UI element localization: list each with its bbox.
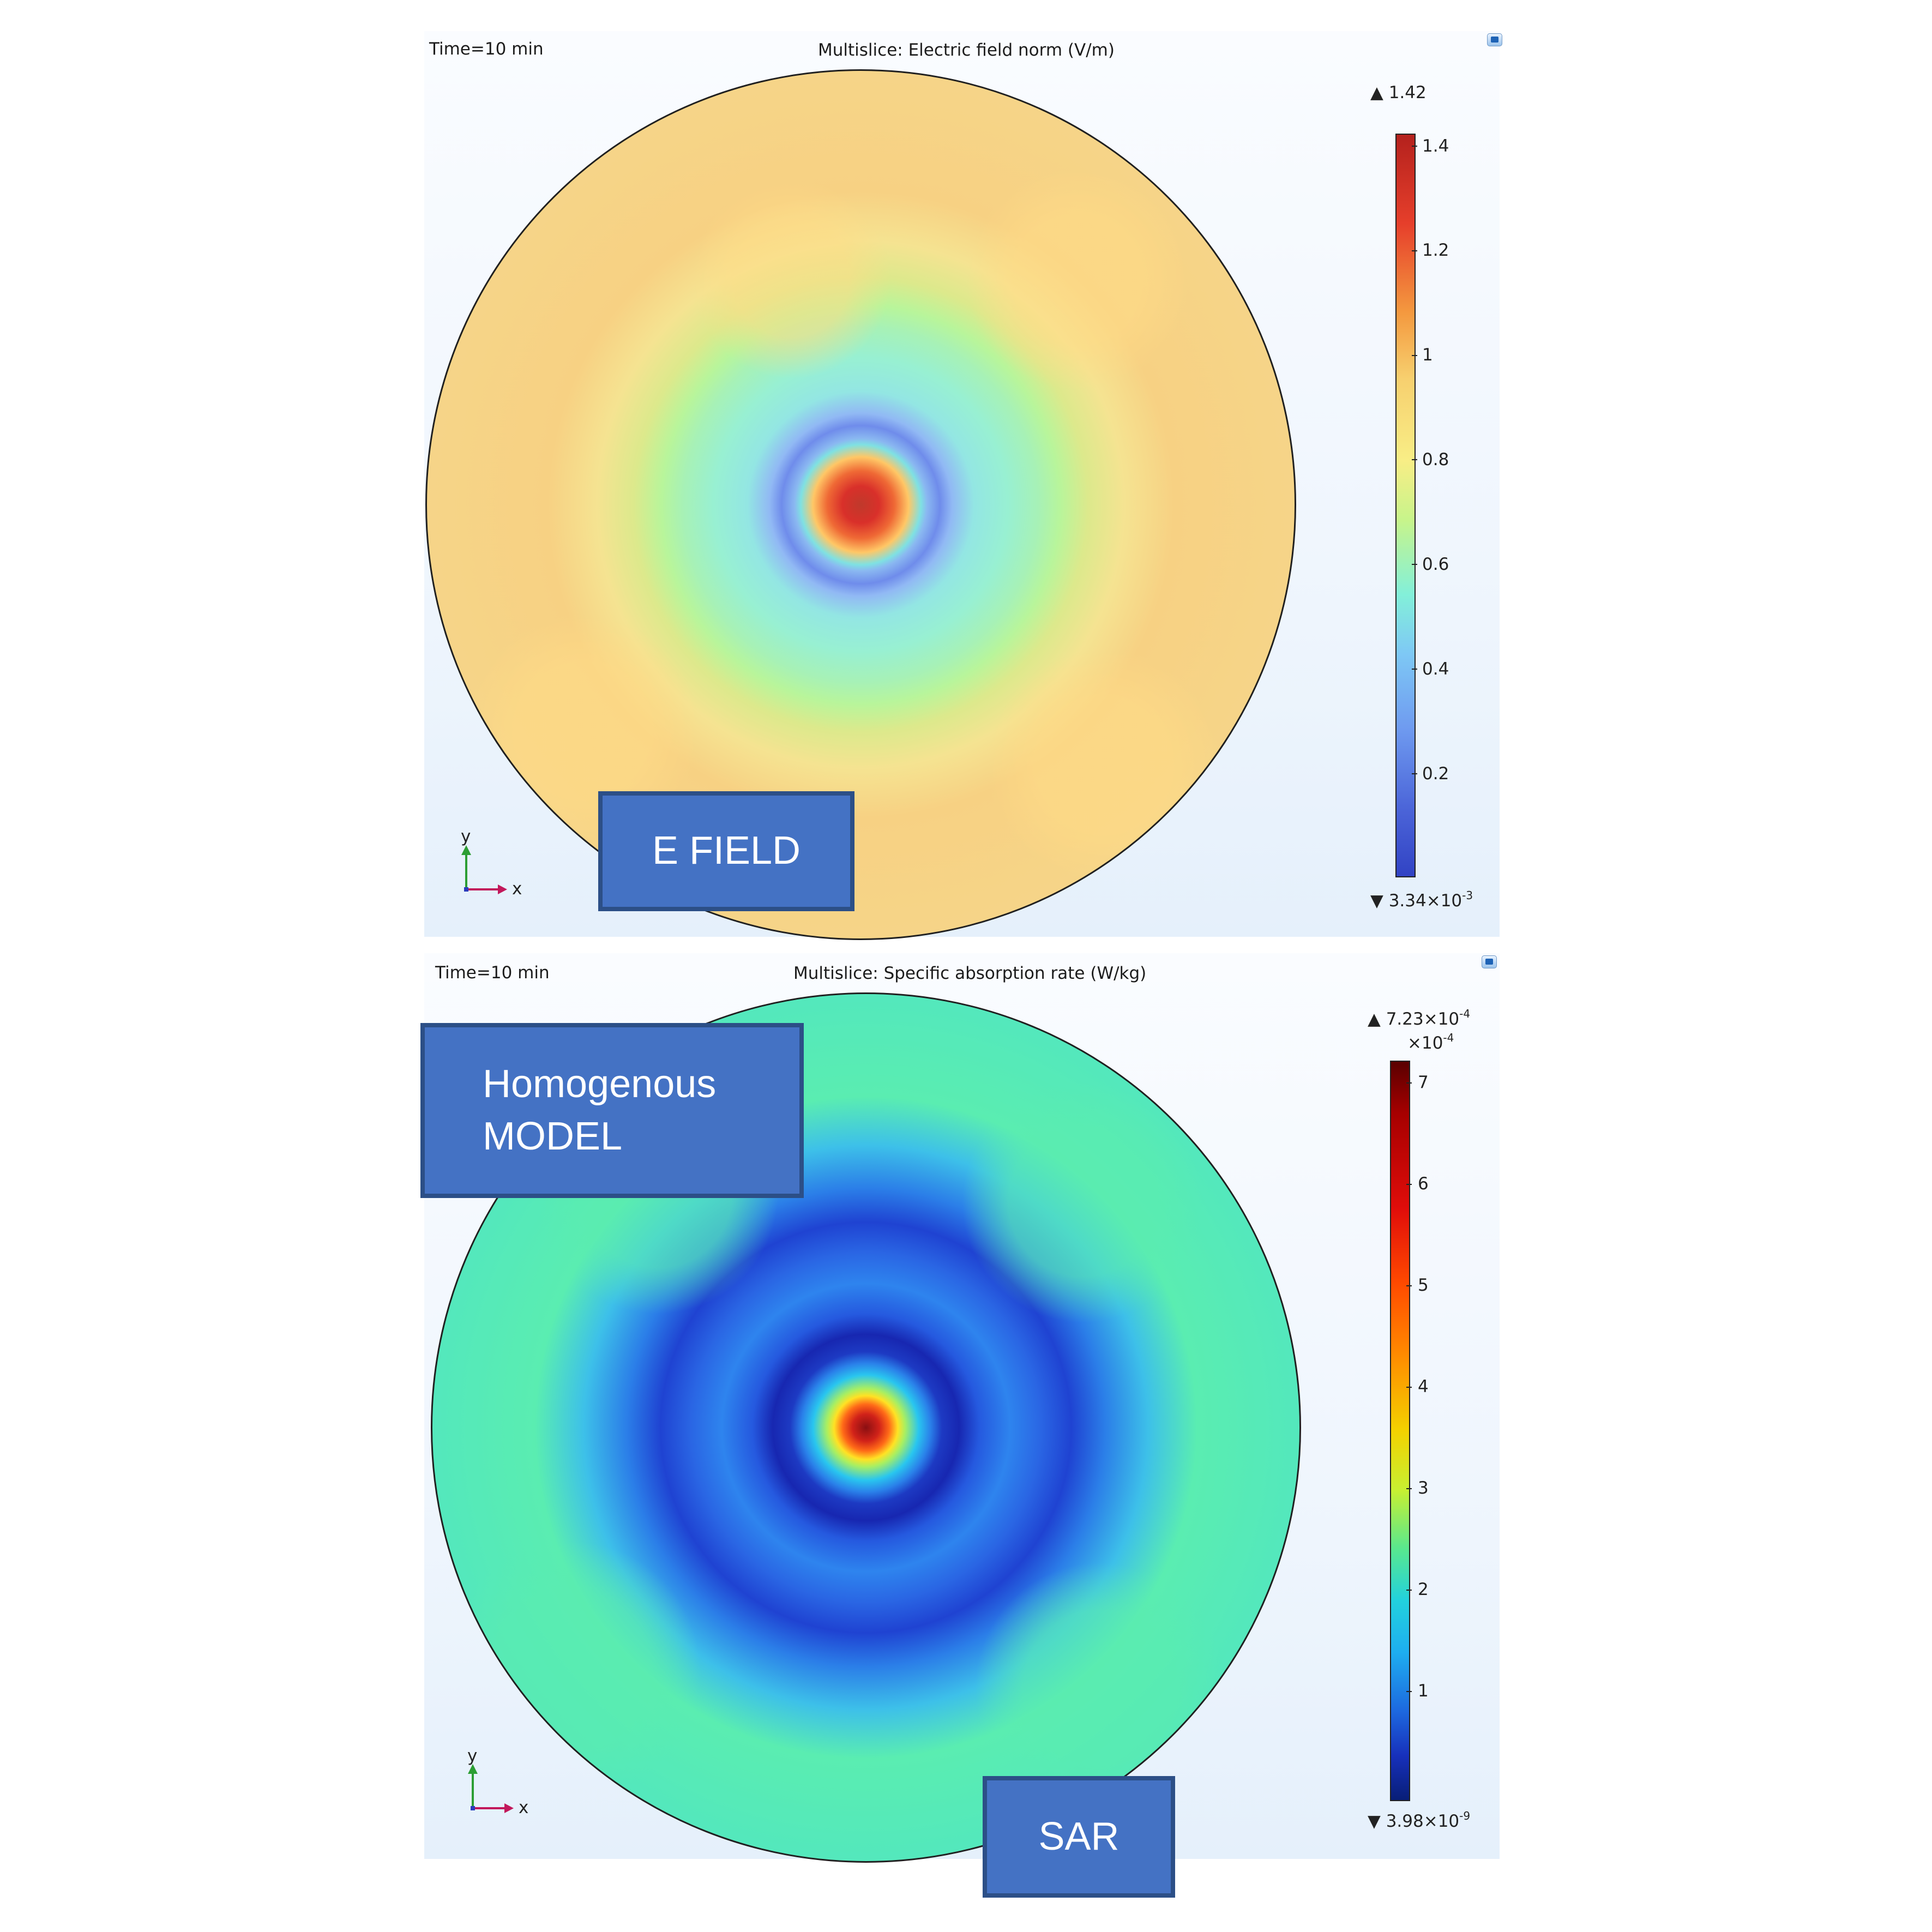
legend-tick-label: 1 (1422, 345, 1433, 365)
sar-plot-title: Multislice: Specific absorption rate (W/… (793, 964, 1147, 983)
triangle-down-icon: ▼ (1368, 1811, 1381, 1831)
legend-tick (1412, 355, 1417, 356)
legend-tick-label: 1.2 (1422, 240, 1449, 260)
e-field-overlay-label: E FIELD (598, 791, 854, 911)
axis-y-label: y (461, 827, 471, 846)
legend-tick-label: 6 (1418, 1174, 1429, 1194)
legend-tick-label: 0.4 (1422, 659, 1449, 679)
axis-x-label: x (519, 1798, 529, 1817)
axis-orientation-triad (468, 1764, 514, 1813)
sar-legend-min: ▼ 3.98×10-9 (1368, 1809, 1471, 1831)
legend-tick (1406, 1285, 1412, 1286)
sar-color-legend (1390, 1061, 1410, 1801)
legend-tick-label: 0.8 (1422, 450, 1449, 470)
legend-tick (1406, 1387, 1412, 1388)
sar-legend-multiplier: ×10-4 (1407, 1031, 1454, 1053)
legend-tick-label: 1.4 (1422, 136, 1449, 156)
sar-multislice-disk (431, 992, 1301, 1863)
legend-tick (1412, 146, 1417, 147)
sar-time-label: Time=10 min (435, 963, 550, 983)
legend-tick-label: 3 (1418, 1478, 1429, 1498)
axis-x-label: x (512, 879, 522, 899)
legend-tick (1412, 773, 1417, 774)
e-field-legend-max: ▲ 1.42 (1370, 83, 1427, 103)
triangle-down-icon: ▼ (1370, 891, 1383, 911)
legend-tick-label: 5 (1418, 1275, 1429, 1295)
legend-tick-label: 4 (1418, 1377, 1429, 1397)
legend-tick (1406, 1082, 1412, 1084)
triangle-up-icon: ▲ (1368, 1009, 1381, 1029)
legend-tick (1406, 1590, 1412, 1591)
legend-tick-label: 7 (1418, 1073, 1429, 1092)
e-field-multislice-disk (425, 69, 1296, 940)
legend-tick-label: 0.6 (1422, 555, 1449, 574)
e-field-color-legend (1395, 134, 1416, 877)
plot-toolbar-icon[interactable] (1487, 33, 1502, 46)
axis-y-label: y (467, 1746, 478, 1766)
e-field-time-label: Time=10 min (429, 39, 544, 59)
overlay-line-2: MODEL (483, 1114, 623, 1158)
legend-tick-label: 1 (1418, 1681, 1429, 1701)
plot-toolbar-icon[interactable] (1482, 955, 1497, 968)
legend-tick (1406, 1691, 1412, 1692)
homogenous-model-overlay-label: Homogenous MODEL (420, 1023, 804, 1198)
triangle-up-icon: ▲ (1370, 83, 1383, 103)
overlay-line-1: Homogenous (483, 1062, 717, 1106)
legend-tick (1406, 1184, 1412, 1185)
sar-overlay-label: SAR (983, 1776, 1175, 1898)
sar-legend-max: ▲ 7.23×10-4 (1368, 1007, 1471, 1029)
legend-tick-label: 2 (1418, 1580, 1429, 1599)
axis-orientation-triad (461, 845, 507, 894)
e-field-legend-min: ▼ 3.34×10-3 (1370, 889, 1473, 911)
legend-tick (1412, 250, 1417, 251)
legend-tick (1412, 459, 1417, 460)
legend-tick (1412, 669, 1417, 670)
legend-tick-label: 0.2 (1422, 764, 1449, 784)
legend-tick (1412, 564, 1417, 565)
legend-tick (1406, 1488, 1412, 1489)
e-field-plot-title: Multislice: Electric field norm (V/m) (818, 40, 1115, 60)
